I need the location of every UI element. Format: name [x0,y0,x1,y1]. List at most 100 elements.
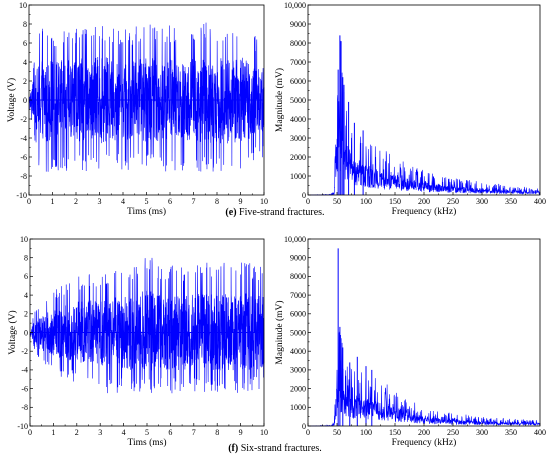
y-tick-label: 8 [24,254,28,263]
x-tick-label: 4 [121,197,125,206]
caption-e-letter: (e) [225,207,237,218]
y-tick-label: 0 [302,422,306,431]
x-tick-label: 400 [534,197,546,206]
y-tick-label: 1000 [290,172,306,181]
x-tick-label: 10 [260,428,268,437]
x-tick-label: 0 [306,197,310,206]
x-tick-label: 350 [505,428,517,437]
x-tick-label: 0 [306,428,310,437]
x-tick-label: 150 [389,428,401,437]
x-tick-label: 50 [333,428,341,437]
x-tick-label: 2 [74,197,78,206]
x-tick-label: 10 [260,197,268,206]
caption-f-letter: (f) [228,443,239,454]
y-tick-label: -10 [17,422,28,431]
y-tick-label: -6 [20,153,27,162]
caption-e: (e) Five-strand fractures. [0,207,550,218]
y-tick-label: 2 [23,77,27,86]
x-tick-label: 300 [476,197,488,206]
y-tick-label: 9000 [290,254,306,263]
y-tick-label: 10 [20,235,28,244]
y-tick-label: -2 [20,115,27,124]
series-trace [308,40,541,196]
y-tick-label: 3000 [290,366,306,375]
y-tick-label: 10 [19,1,27,10]
y-tick-label: -8 [20,172,27,181]
x-tick-label: 3 [98,197,102,206]
y-tick-label: 9000 [290,20,306,29]
x-tick-label: 7 [192,428,196,437]
y-tick-label: -6 [21,384,28,393]
x-tick-label: 7 [192,197,196,206]
series-trace [308,331,541,427]
x-axis-label: Tims (ms) [128,437,167,448]
x-tick-label: 200 [418,197,430,206]
y-tick-label: 5000 [290,96,306,105]
x-axis-label: Frequency (kHz) [392,437,457,448]
y-tick-label: 4000 [290,115,306,124]
chart-e-freq: 0 50 100 150 200 250 300 350 4000100020003000400… [274,1,546,217]
x-axis-label: Tims (ms) [127,206,166,217]
y-tick-label: 4000 [290,347,306,356]
x-tick-label: 100 [360,428,372,437]
x-tick-label: 6 [168,428,172,437]
y-tick-label: 8000 [290,272,306,281]
y-tick-label: -4 [20,134,27,143]
y-tick-label: 6 [24,272,28,281]
y-tick-label: 2 [24,310,28,319]
y-tick-label: 8000 [290,39,306,48]
x-tick-label: 0 [28,428,32,437]
y-tick-label: 2000 [290,153,306,162]
x-tick-label: 8 [215,197,219,206]
x-tick-label: 4 [122,428,126,437]
caption-e-text: Five-strand fractures. [239,207,325,218]
caption-f-text: Six-strand fractures. [240,443,322,454]
y-tick-label: 4 [23,58,27,67]
y-tick-label: 0 [302,191,306,200]
x-tick-label: 100 [360,197,372,206]
y-tick-label: 1000 [290,403,306,412]
y-tick-label: 7000 [290,58,306,67]
x-tick-label: 8 [215,428,219,437]
y-axis-label: Voltage (V) [6,78,17,122]
y-tick-label: 4 [24,291,28,300]
y-tick-label: -2 [21,347,28,356]
series-trace [28,22,265,172]
x-axis-label: Frequency (kHz) [392,206,457,217]
y-tick-label: -4 [21,366,28,375]
caption-f: (f) Six-strand fractures. [0,443,550,454]
y-tick-label: 7000 [290,291,306,300]
y-axis-label: Magnitude (mV) [274,300,285,364]
x-tick-label: 9 [239,197,243,206]
x-tick-label: 1 [51,197,55,206]
y-tick-label: -8 [21,403,28,412]
x-tick-label: 250 [447,197,459,206]
y-axis-label: Magnitude (mV) [274,68,285,132]
y-axis-label: Voltage (V) [7,310,18,354]
series-trace [29,257,265,394]
y-tick-label: 2000 [290,384,306,393]
y-tick-label: 5000 [290,328,306,337]
y-tick-label: -10 [16,191,27,200]
x-tick-label: 200 [418,428,430,437]
y-tick-label: 0 [23,96,27,105]
x-tick-label: 2 [75,428,79,437]
y-tick-label: 6 [23,39,27,48]
chart-e-time: 0 1 2 3 4 5 6 7 8 9 10 -10 -8 -6 -4 -2 0 2 4 6 8 10 Tims (ms) V… [6,1,268,217]
y-tick-label: 0 [24,328,28,337]
x-tick-label: 9 [239,428,243,437]
y-tick-label: 3000 [290,134,306,143]
y-tick-label: 10,000 [284,235,306,244]
x-tick-label: 300 [476,428,488,437]
x-tick-label: 5 [145,197,149,206]
chart-f-freq: 0 50 100 150 200 250 300 350 4000100020003000400… [274,235,546,448]
y-tick-label: 6000 [290,77,306,86]
x-tick-label: 150 [389,197,401,206]
x-tick-label: 50 [333,197,341,206]
y-tick-label: 10,000 [284,1,306,10]
x-tick-label: 6 [168,197,172,206]
x-tick-label: 1 [51,428,55,437]
x-tick-label: 400 [534,428,546,437]
chart-f-time: 0 1 2 3 4 5 6 7 8 9 10 -10 -8 -6 -4 -2 0 2 4 6 8 10 Tims (ms) V… [7,235,268,448]
